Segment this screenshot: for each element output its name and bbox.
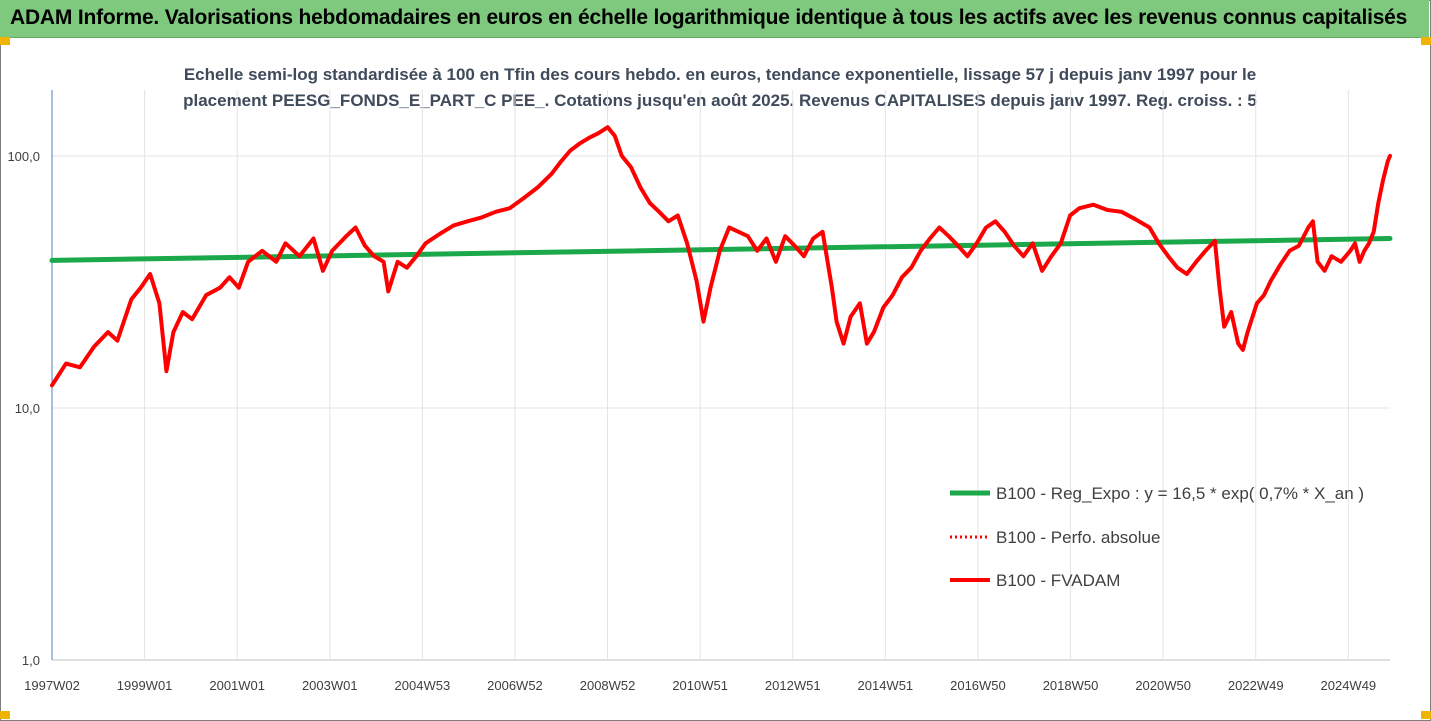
chart-title-line2: placement PEESG_FONDS_E_PART_C PEE_. Cot… [183, 91, 1257, 110]
x-tick-label: 2016W50 [950, 678, 1006, 693]
x-tick-label: 2014W51 [858, 678, 914, 693]
chart-title: Echelle semi-log standardisée à 100 en T… [120, 62, 1320, 114]
legend-label: B100 - Perfo. absolue [996, 528, 1160, 547]
x-tick-label: 2008W52 [580, 678, 636, 693]
page-title: ADAM Informe. Valorisations hebdomadaire… [10, 6, 1408, 29]
x-tick-label: 2004W53 [395, 678, 451, 693]
x-tick-label: 2020W50 [1135, 678, 1191, 693]
y-tick-label: 100,0 [7, 149, 40, 164]
series-line-fvadam [50, 125, 1392, 388]
x-tick-label: 1999W01 [117, 678, 173, 693]
y-tick-label: 10,0 [15, 401, 40, 416]
corner-marker [1421, 37, 1431, 45]
corner-marker [0, 711, 10, 719]
x-tick-label: 2018W50 [1043, 678, 1099, 693]
x-tick-label: 2003W01 [302, 678, 358, 693]
corner-marker [0, 37, 10, 45]
y-tick-label: 1,0 [22, 653, 40, 668]
header-banner: ADAM Informe. Valorisations hebdomadaire… [0, 0, 1429, 38]
x-tick-label: 2022W49 [1228, 678, 1284, 693]
x-tick-label: 2012W51 [765, 678, 821, 693]
x-tick-label: 2010W51 [672, 678, 728, 693]
legend-label: B100 - FVADAM [996, 571, 1120, 590]
x-tick-label: 1997W02 [24, 678, 80, 693]
legend-label: B100 - Reg_Expo : y = 16,5 * exp( 0,7% *… [996, 484, 1364, 503]
x-tick-label: 2001W01 [209, 678, 265, 693]
x-tick-label: 2006W52 [487, 678, 543, 693]
chart-title-line1: Echelle semi-log standardisée à 100 en T… [183, 65, 1257, 84]
corner-marker [1421, 711, 1431, 719]
x-tick-label: 2024W49 [1321, 678, 1377, 693]
